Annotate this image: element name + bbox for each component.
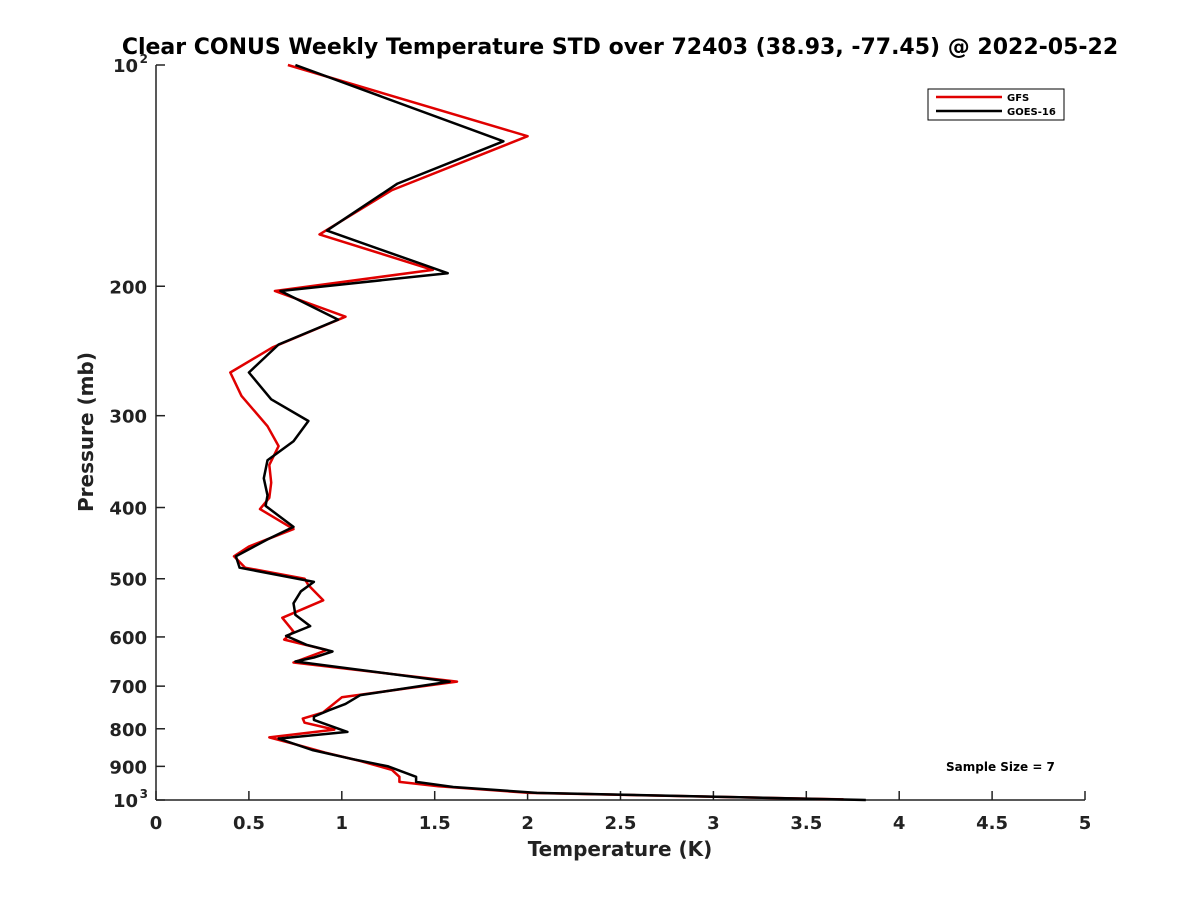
- x-axis-label: Temperature (K): [528, 837, 713, 861]
- chart-title: Clear CONUS Weekly Temperature STD over …: [122, 35, 1118, 60]
- y-tick-label: 400: [109, 499, 147, 520]
- x-tick-label: 0: [150, 813, 163, 834]
- y-tick-label: 10: [113, 56, 138, 77]
- x-tick-label: 1.5: [419, 813, 451, 834]
- x-tick-label: 3: [707, 813, 720, 834]
- y-tick-label: 200: [109, 277, 147, 298]
- x-ticks: 0 0.5 1 1.5 2 2.5 3 3.5 4 4.5 5: [150, 791, 1092, 834]
- plot-area: 0 0.5 1 1.5 2 2.5 3 3.5 4 4.5 5 210200300400500600…: [109, 52, 1091, 834]
- y-tick-label: 300: [109, 407, 147, 428]
- series-line-gfs: [229, 63, 844, 801]
- y-axis-label: Pressure (mb): [74, 352, 98, 512]
- y-tick-label: 900: [109, 757, 147, 778]
- x-tick-label: 1: [336, 813, 349, 834]
- y-tick-label: 500: [109, 570, 147, 591]
- legend-label-gfs: GFS: [1007, 93, 1029, 104]
- x-tick-label: 2.5: [605, 813, 637, 834]
- legend-box: [927, 88, 1065, 121]
- legend-label-goes16: GOES-16: [1007, 107, 1056, 118]
- series-line-goes16: [234, 63, 866, 802]
- x-tick-label: 2: [521, 813, 534, 834]
- y-tick-exponent: 2: [140, 52, 148, 66]
- legend: GFS GOES-16: [927, 88, 1065, 121]
- series-lines: [229, 63, 866, 802]
- x-tick-label: 5: [1079, 813, 1092, 834]
- sample-size-annotation: Sample Size = 7: [946, 760, 1055, 774]
- y-tick-exponent: 3: [140, 787, 148, 801]
- x-tick-label: 4: [893, 813, 906, 834]
- y-tick-label: 10: [113, 791, 138, 812]
- x-tick-label: 0.5: [233, 813, 265, 834]
- y-tick-label: 800: [109, 720, 147, 741]
- x-tick-label: 3.5: [790, 813, 822, 834]
- y-tick-label: 600: [109, 628, 147, 649]
- x-tick-label: 4.5: [976, 813, 1008, 834]
- y-tick-label: 700: [109, 677, 147, 698]
